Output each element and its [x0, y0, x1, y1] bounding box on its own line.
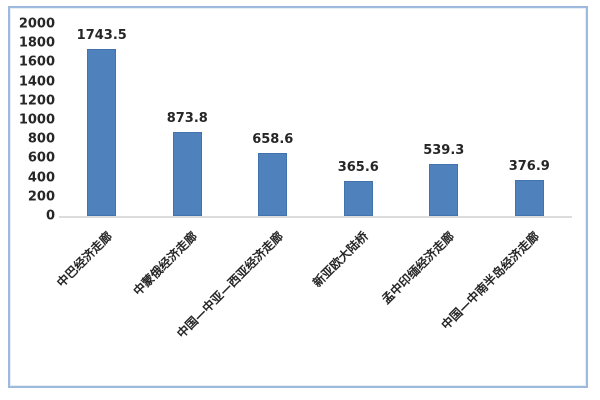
x-axis-line	[59, 216, 572, 218]
y-axis-tick-label: 200	[27, 189, 55, 205]
x-axis-category-label: 中蒙俄经济走廊	[130, 229, 201, 299]
y-axis-tick-label: 400	[27, 170, 55, 186]
x-axis-category-label: 中国—中南半岛经济走廊	[438, 229, 543, 333]
bar	[429, 164, 459, 216]
bar	[514, 179, 544, 216]
y-axis-tick-label: 600	[27, 150, 55, 166]
bar	[258, 152, 288, 216]
y-axis-tick-label: 2000	[18, 16, 55, 32]
y-axis-tick-label: 1400	[18, 74, 55, 90]
bar-value-label: 658.6	[252, 131, 294, 147]
y-axis-tick-label: 0	[45, 208, 55, 224]
y-axis-tick-label: 800	[27, 131, 55, 147]
x-axis-category-label: 新亚欧大陆桥	[310, 229, 372, 290]
bar-value-label: 1743.5	[76, 27, 127, 43]
bar-value-label: 365.6	[337, 159, 379, 175]
y-axis-tick-label: 1200	[18, 93, 55, 109]
y-axis-tick-label: 1600	[18, 54, 55, 70]
bar-value-label: 539.3	[423, 143, 465, 159]
bar	[87, 48, 117, 216]
x-axis-category-label: 孟中印缅经济走廊	[378, 229, 457, 307]
bar-value-label: 873.8	[166, 111, 208, 127]
bar	[343, 180, 373, 216]
bar	[172, 132, 202, 216]
y-axis-tick-label: 1000	[18, 112, 55, 128]
bar-value-label: 376.9	[508, 158, 550, 174]
y-axis-tick-label: 1800	[18, 35, 55, 51]
x-axis-category-label: 中国—中亚—西亚经济走廊	[173, 229, 286, 341]
